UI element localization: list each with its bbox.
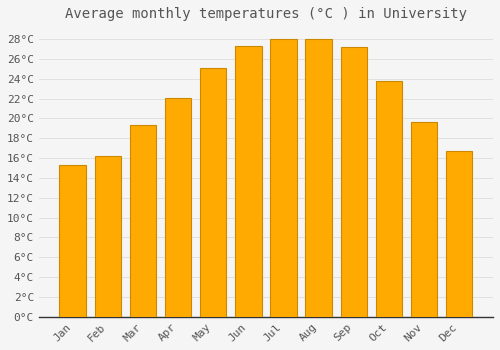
Bar [411, 122, 438, 317]
Bar [446, 151, 472, 317]
Bar [306, 39, 332, 317]
Bar [60, 165, 86, 317]
Bar [130, 125, 156, 317]
Bar [340, 47, 367, 317]
Bar [376, 80, 402, 317]
Bar [200, 68, 226, 317]
Bar [270, 39, 296, 317]
Title: Average monthly temperatures (°C ) in University: Average monthly temperatures (°C ) in Un… [65, 7, 467, 21]
Bar [235, 46, 262, 317]
Bar [94, 156, 121, 317]
Bar [165, 98, 191, 317]
